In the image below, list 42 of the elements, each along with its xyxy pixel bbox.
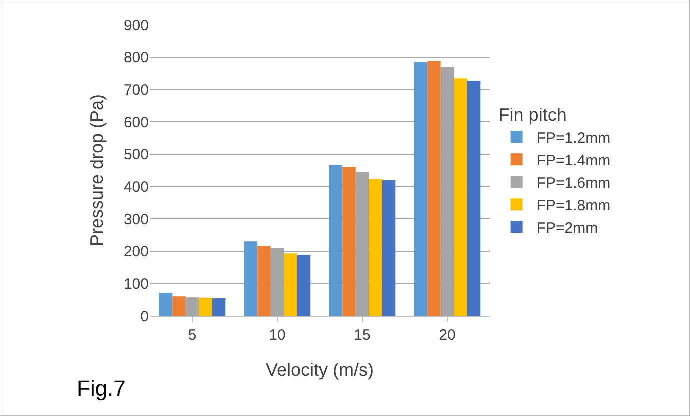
legend-title: Fin pitch bbox=[498, 104, 567, 125]
legend-label: FP=1.8mm bbox=[536, 198, 611, 214]
x-tick-label: 10 bbox=[269, 327, 286, 344]
legend-label: FP=2mm bbox=[536, 220, 598, 237]
y-tick-label: 100 bbox=[124, 276, 149, 293]
bar bbox=[369, 179, 382, 316]
y-tick-label: 300 bbox=[124, 211, 149, 228]
y-tick-label: 400 bbox=[124, 178, 149, 196]
y-axis-title: Pressure drop (Pa) bbox=[87, 94, 108, 247]
caption: Fig.7 bbox=[77, 376, 126, 401]
legend-label: FP=1.4mm bbox=[536, 152, 611, 170]
bar bbox=[342, 166, 356, 316]
bar bbox=[467, 80, 481, 316]
x-tick-label: 20 bbox=[439, 327, 456, 344]
y-tick-label: 600 bbox=[124, 114, 149, 132]
legend-label: FP=1.2mm bbox=[536, 130, 611, 147]
bar bbox=[297, 255, 311, 316]
legend-label: FP=1.6mm bbox=[536, 175, 611, 192]
x-axis-title: Velocity (m/s) bbox=[266, 360, 374, 380]
bar bbox=[244, 242, 258, 316]
y-tick-label: 900 bbox=[124, 17, 149, 34]
bar bbox=[172, 296, 186, 316]
bar bbox=[199, 298, 212, 316]
bar bbox=[284, 254, 298, 316]
bar bbox=[454, 78, 468, 316]
bar bbox=[382, 180, 396, 316]
bar bbox=[414, 62, 428, 316]
bar bbox=[212, 298, 226, 316]
y-tick-label: 200 bbox=[124, 244, 149, 261]
y-tick-label: 700 bbox=[124, 82, 149, 99]
bar bbox=[329, 165, 343, 316]
bar bbox=[186, 298, 200, 316]
bar bbox=[258, 246, 271, 316]
bar bbox=[159, 293, 173, 316]
y-tick-label: 800 bbox=[124, 50, 149, 67]
bar bbox=[428, 61, 441, 316]
bar bbox=[356, 172, 370, 316]
x-tick-label: 15 bbox=[354, 327, 371, 344]
y-tick-label: 0 bbox=[140, 308, 149, 326]
bar bbox=[440, 67, 454, 316]
x-tick-label: 5 bbox=[188, 327, 197, 344]
y-tick-label: 500 bbox=[124, 146, 149, 164]
